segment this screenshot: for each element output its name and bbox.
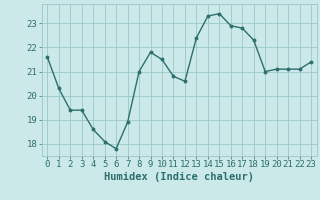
X-axis label: Humidex (Indice chaleur): Humidex (Indice chaleur) (104, 172, 254, 182)
